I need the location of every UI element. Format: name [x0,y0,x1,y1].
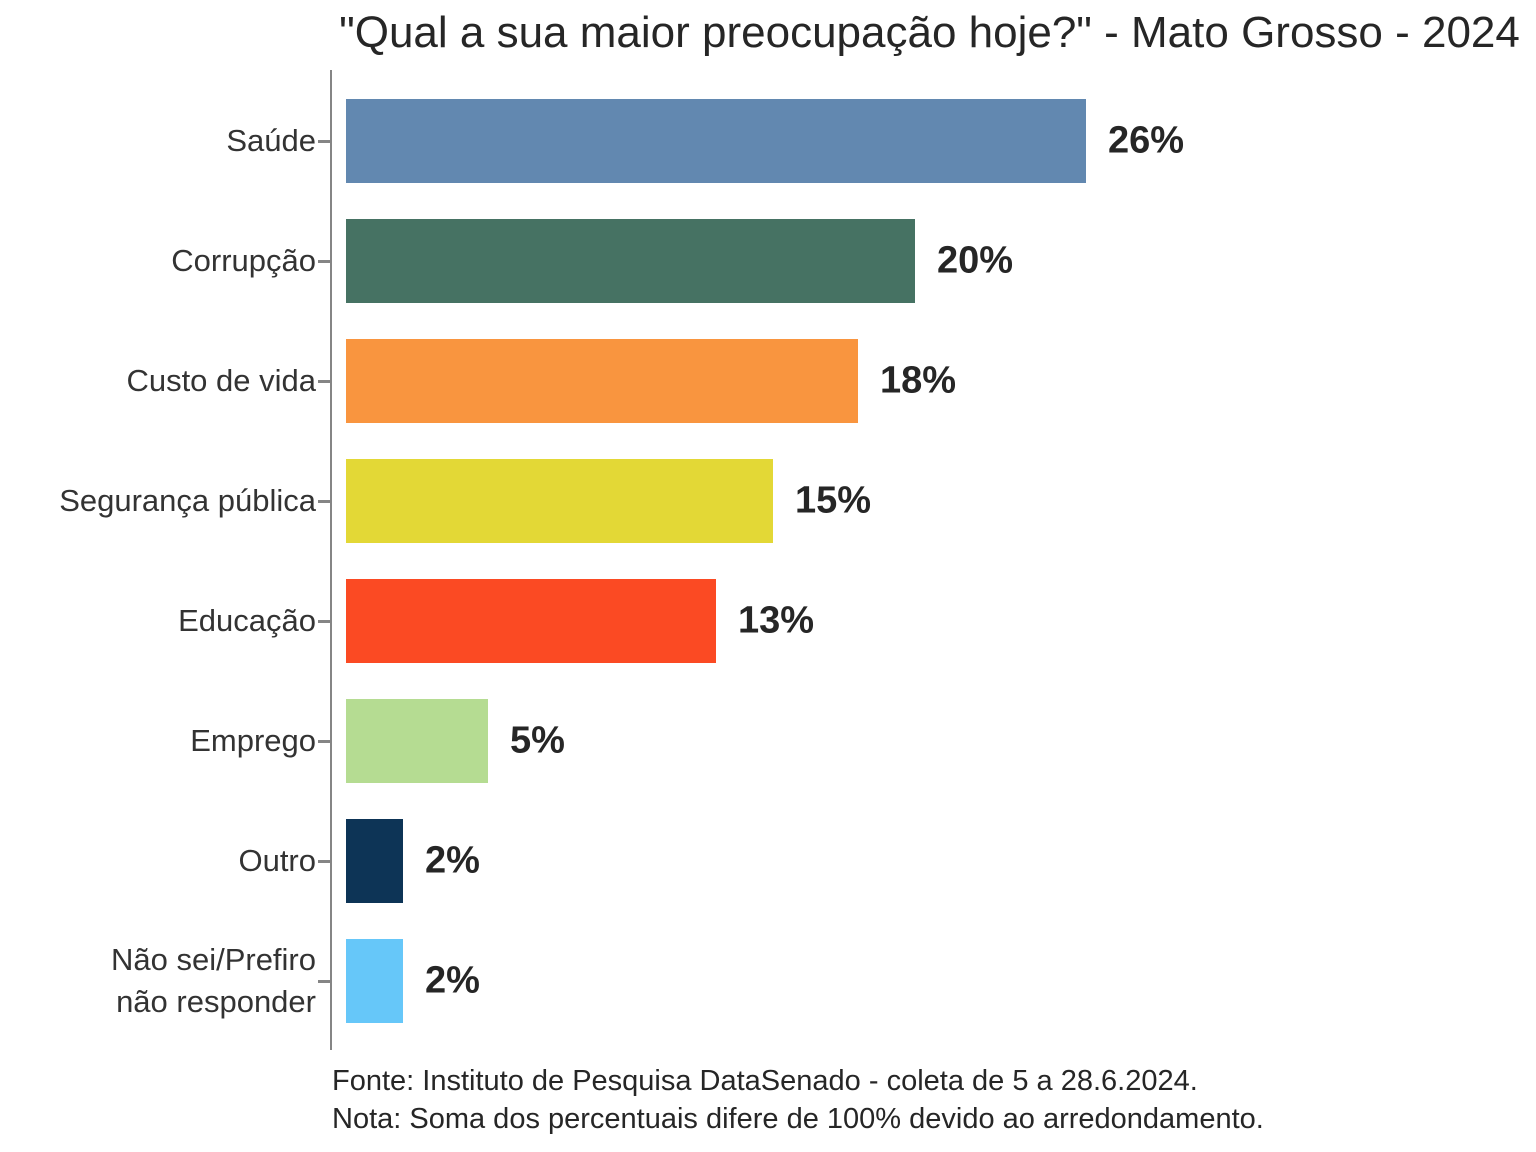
category-label: Saúde [226,123,316,159]
rounding-note: Nota: Soma dos percentuais difere de 100… [332,1103,1264,1135]
bar [346,579,716,663]
axis-tick [318,860,330,863]
chart-title: "Qual a sua maior preocupação hoje?" - M… [339,8,1520,57]
value-label: 2% [425,959,480,1002]
axis-tick [318,500,330,503]
source-note: Fonte: Instituto de Pesquisa DataSenado … [332,1065,1198,1097]
category-label: Corrupção [171,243,316,279]
bar [346,99,1086,183]
value-label: 13% [738,599,815,642]
category-label: Educação [178,603,316,639]
axis-tick [318,740,330,743]
axis-tick [318,980,330,983]
value-label: 26% [1108,119,1185,162]
value-label: 2% [425,839,480,882]
category-label: Emprego [190,723,316,759]
category-label: Segurança pública [59,483,316,519]
category-label: Custo de vida [126,363,316,399]
bar [346,459,773,543]
value-label: 18% [880,359,957,402]
bar [346,699,488,783]
axis-tick [318,260,330,263]
value-label: 5% [510,719,565,762]
axis-tick [318,140,330,143]
value-label: 15% [795,479,872,522]
axis-tick [318,380,330,383]
bar [346,819,403,903]
y-axis-line [330,70,332,1050]
axis-tick [318,620,330,623]
bar [346,939,403,1023]
category-label: Não sei/Prefiro não responder [110,942,316,1019]
value-label: 20% [937,239,1014,282]
category-label: Outro [238,843,316,879]
footer: Fonte: Instituto de Pesquisa DataSenado … [332,1062,1264,1138]
bar [346,219,915,303]
bar [346,339,858,423]
